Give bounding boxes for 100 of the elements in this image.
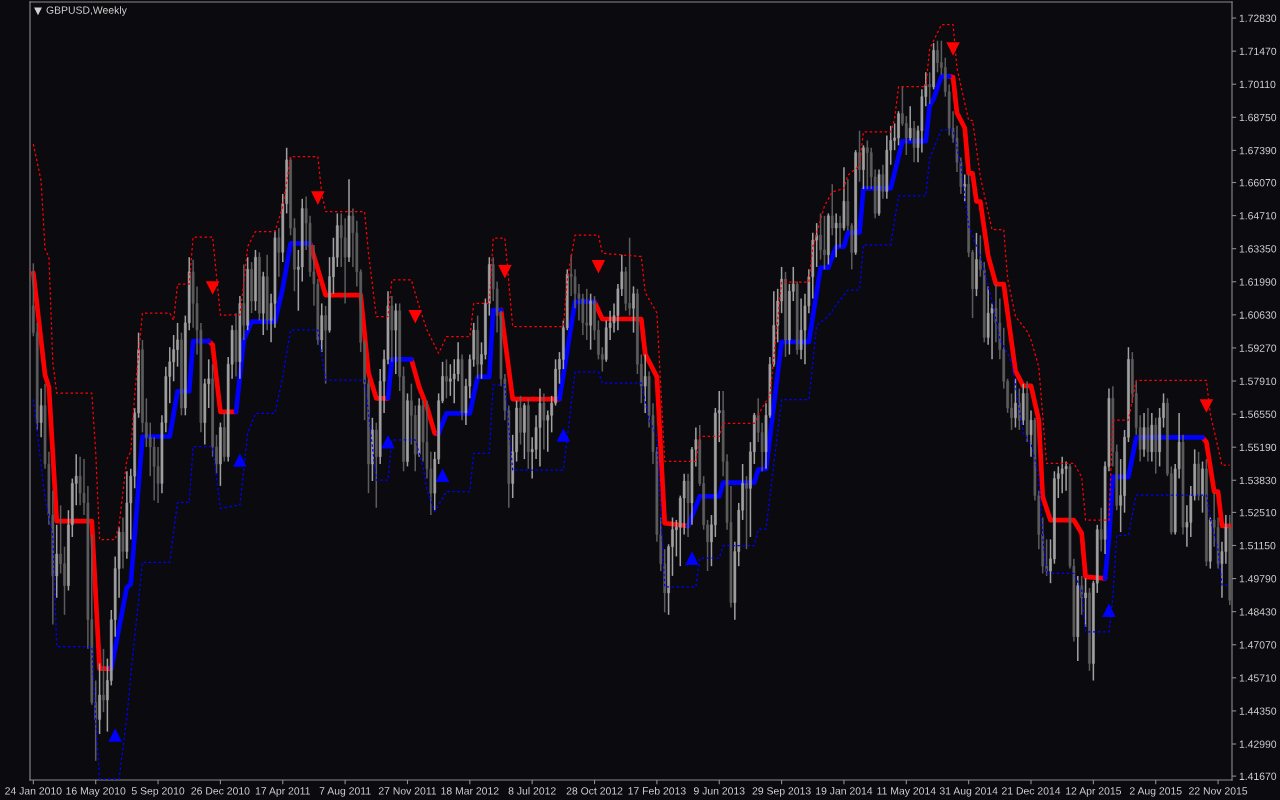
candlestick [830, 183, 834, 237]
x-tick-label: 11 May 2014 [877, 787, 936, 797]
candlestick [258, 251, 261, 322]
candlestick [39, 387, 43, 438]
candlestick [865, 139, 869, 190]
point [591, 259, 606, 274]
candlestick [936, 39, 939, 74]
candlestick [394, 302, 398, 375]
candlestick [643, 353, 647, 414]
x-tick-label: 28 Oct 2012 [566, 787, 623, 795]
candlestick [98, 662, 101, 735]
candlestick [827, 212, 830, 266]
candlestick [1088, 587, 1091, 672]
x-tick-label: 9 Jun 2013 [693, 787, 745, 795]
x-tick-label: 18 Mar 2012 [441, 787, 499, 795]
point [1102, 603, 1116, 617]
x-tick-label: 12 Apr 2015 [1066, 787, 1122, 797]
candlestick [799, 297, 803, 361]
y-tick-label: 1.45710 [1239, 674, 1277, 682]
candlestick [585, 288, 589, 341]
y-tick-label: 1.55190 [1239, 443, 1277, 452]
x-tick-label: 31 Aug 2014 [939, 787, 998, 797]
x-tick-label: 7 Aug 2011 [319, 787, 371, 797]
candlestick [523, 402, 526, 460]
point [435, 468, 450, 482]
y-tick-label: 1.70110 [1239, 80, 1276, 89]
x-tick-label: 24 Jan 2010 [5, 787, 62, 795]
candlestick [589, 292, 592, 351]
candlestick [784, 271, 787, 358]
candlestick [1014, 378, 1017, 429]
x-tick-label: 8 Jul 2012 [508, 786, 556, 795]
candlestick [519, 395, 522, 446]
y-tick-label: 1.44350 [1239, 707, 1277, 715]
y-tick-label: 1.71470 [1239, 47, 1277, 56]
candlestick [819, 212, 822, 261]
point [381, 435, 395, 449]
point [556, 428, 571, 442]
candlestick [343, 217, 347, 305]
x-tick-label: 2 Aug 2015 [1129, 787, 1182, 797]
y-tick-label: 1.57910 [1239, 377, 1277, 385]
candlestick [1060, 455, 1064, 494]
candlestick [484, 297, 487, 361]
candlestick [975, 232, 978, 297]
candlestick [542, 392, 546, 451]
candlestick [1064, 460, 1068, 492]
candlestick [1084, 577, 1087, 628]
y-tick-label: 1.59270 [1239, 344, 1277, 352]
point [205, 281, 220, 295]
y-tick-label: 1.66070 [1239, 179, 1277, 187]
candlestick [1158, 407, 1161, 468]
candlestick [932, 42, 935, 91]
candlestick [219, 421, 222, 487]
candlestick [745, 475, 748, 550]
candlestick [180, 331, 183, 417]
y-tick-label: 1.68750 [1239, 113, 1277, 122]
chart-title: GBPUSD,Weekly [46, 6, 127, 16]
candlestick [254, 249, 257, 312]
point [1199, 399, 1214, 413]
candlestick [1197, 451, 1200, 502]
candlestick [1201, 460, 1204, 514]
y-tick-label: 1.63350 [1239, 245, 1277, 253]
y-tick-label: 1.60630 [1239, 311, 1277, 319]
candlestick [788, 283, 791, 356]
x-tick-label: 16 May 2010 [66, 787, 126, 797]
candlestick [1045, 538, 1048, 577]
y-tick-label: 1.47070 [1239, 641, 1277, 649]
candlestick [250, 261, 253, 314]
candlestick [1017, 387, 1021, 431]
y-tick-label: 1.48430 [1239, 608, 1277, 616]
x-tick-label: 5 Sep 2010 [131, 787, 185, 797]
candlestick [242, 263, 246, 341]
candlestick [55, 524, 59, 599]
candlestick [324, 305, 327, 385]
candlestick [1099, 507, 1103, 553]
candlestick [858, 129, 861, 183]
candlestick [908, 105, 912, 142]
x-tick-label: 21 Dec 2014 [1002, 787, 1061, 795]
candlestick [63, 545, 66, 616]
candlestick [328, 256, 331, 334]
candlestick [141, 339, 144, 434]
point [233, 453, 247, 467]
x-tick-label: 19 Jan 2014 [816, 787, 873, 795]
candlestick [1029, 409, 1033, 458]
point [498, 265, 512, 279]
y-tick-label: 1.64710 [1239, 212, 1277, 220]
candlestick [1142, 412, 1146, 458]
point [946, 42, 960, 56]
point [685, 551, 699, 565]
y-tick-label: 1.49790 [1239, 575, 1277, 583]
candlestick [371, 416, 374, 482]
x-tick-label: 29 Sep 2013 [752, 787, 811, 797]
x-tick-label: 17 Feb 2013 [628, 786, 686, 795]
x-tick-label: 22 Nov 2015 [1189, 787, 1248, 795]
candlestick [854, 149, 857, 256]
candlestick [102, 648, 105, 713]
candlestick [632, 285, 635, 334]
y-tick-label: 1.72830 [1239, 14, 1277, 22]
candlestick [176, 322, 179, 368]
candlestick [897, 110, 900, 147]
y-tick-label: 1.67390 [1239, 146, 1277, 155]
